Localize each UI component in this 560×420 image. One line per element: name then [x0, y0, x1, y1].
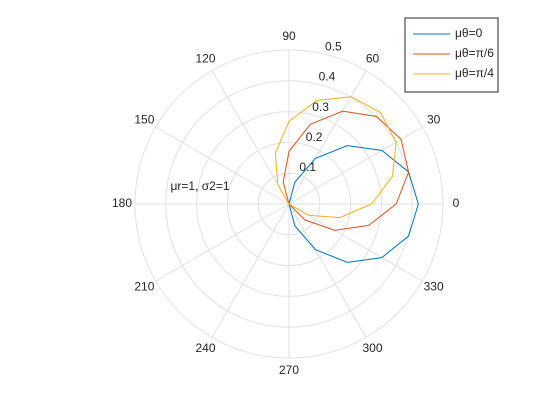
- r-grid-circle: [226, 141, 352, 267]
- theta-tick-label: 120: [195, 52, 215, 66]
- theta-tick-label: 90: [282, 29, 296, 43]
- legend-label: μθ=π/4: [455, 66, 494, 80]
- theta-grid-line: [288, 203, 367, 338]
- r-grid-circle: [165, 80, 413, 328]
- theta-tick-label: 0: [453, 196, 460, 210]
- r-grid-circle: [134, 49, 444, 359]
- r-tick-label: 0.4: [319, 70, 336, 84]
- theta-tick-label: 240: [195, 341, 215, 355]
- theta-grid-line: [211, 70, 290, 205]
- theta-tick-label: 180: [112, 196, 132, 210]
- theta-tick-label: 270: [279, 363, 299, 377]
- theta-tick-label: 330: [424, 280, 444, 294]
- series-line: [282, 110, 410, 231]
- legend: μθ=0 μθ=π/6 μθ=π/4: [404, 17, 499, 93]
- legend-box: [404, 17, 499, 93]
- r-tick-label: 0.3: [312, 100, 329, 114]
- theta-grid-line: [288, 70, 367, 205]
- theta-tick-label: 150: [134, 113, 154, 127]
- theta-tick-label: 60: [366, 52, 380, 66]
- series-line: [274, 96, 397, 219]
- theta-tick-label: 300: [362, 341, 382, 355]
- r-grid-circle: [257, 172, 321, 236]
- theta-grid-line: [288, 203, 423, 282]
- theta-tick-label: 210: [134, 280, 154, 294]
- theta-tick-label: 30: [427, 113, 441, 127]
- r-tick-label: 0.5: [325, 40, 342, 54]
- grid: [134, 49, 444, 359]
- r-tick-label: 0.2: [306, 130, 323, 144]
- theta-grid-line: [155, 126, 290, 205]
- curves: [274, 96, 419, 263]
- r-tick-label: 0.1: [299, 160, 316, 174]
- legend-label: μθ=π/6: [455, 46, 494, 60]
- theta-grid-line: [288, 126, 423, 205]
- labels: 0 30 60 90 120 150 180 210 240 270 300 330 0.1 0.2 0.3…: [112, 29, 460, 377]
- theta-grid-line: [155, 203, 290, 282]
- theta-grid-line: [211, 203, 290, 338]
- legend-label: μθ=0: [455, 26, 483, 40]
- annotation: μr=1, σ2=1: [170, 179, 229, 193]
- r-grid-circle: [196, 111, 382, 297]
